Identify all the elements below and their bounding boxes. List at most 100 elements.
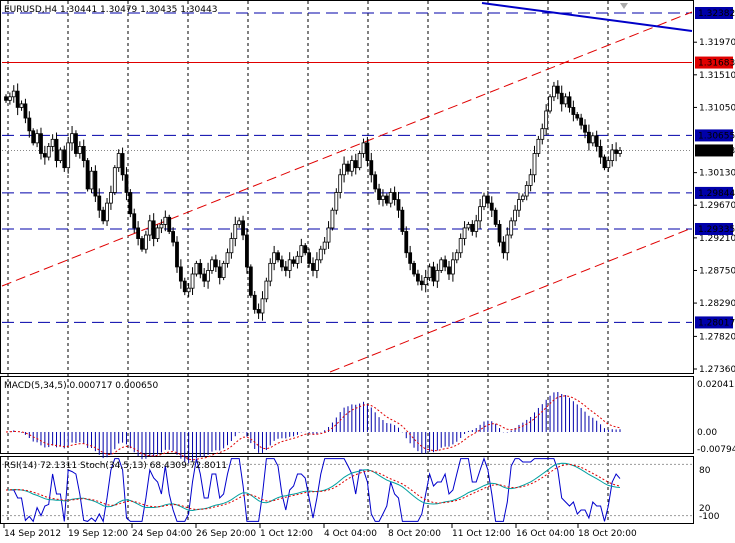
candle-body (439, 259, 444, 271)
candle-body (517, 199, 521, 211)
macd-panel[interactable] (0, 376, 694, 454)
candle-body (373, 174, 378, 190)
channel-lower-line (329, 227, 693, 373)
candle-body (513, 209, 517, 222)
macd-tick-label: 0.020413 (697, 380, 735, 390)
osc-tick-label: 80 (699, 466, 711, 476)
candle-body (431, 266, 436, 282)
candle-body (35, 133, 39, 144)
osc-tick-label: -100 (699, 512, 720, 522)
candle-body (614, 149, 619, 154)
candle-body (46, 146, 51, 158)
candle-body (66, 142, 71, 169)
candle-body (450, 259, 455, 275)
candle-body (237, 220, 242, 225)
candle-body (357, 153, 362, 169)
candle-body (175, 241, 179, 268)
candle-body (470, 223, 475, 232)
candle-body (361, 142, 366, 154)
price-tick-label: 1.27820 (699, 332, 735, 342)
candle-body (54, 138, 59, 161)
level-price-label: 1.29335 (698, 225, 735, 235)
candle-body (221, 262, 226, 278)
candle-body (276, 252, 280, 261)
candle-body (101, 209, 106, 222)
candle-body (485, 195, 490, 204)
macd-header: MACD(5,34,5) 0.000717 0.000650 (4, 381, 159, 391)
candle-body (509, 220, 514, 236)
candle-body (349, 160, 354, 172)
candle-body (39, 133, 43, 154)
candle-body (42, 153, 47, 158)
candle-body (377, 188, 381, 200)
candle-body (454, 252, 459, 261)
candle-body (4, 96, 8, 101)
candle-body (482, 195, 486, 208)
candle-body (381, 195, 385, 200)
candle-body (15, 90, 20, 108)
candle-body (544, 110, 549, 130)
candle-body (27, 117, 32, 132)
candle-body (268, 262, 273, 282)
rsi-line (6, 457, 621, 523)
candle-body (194, 262, 199, 275)
candle-body (74, 133, 78, 154)
main-panel[interactable] (0, 0, 694, 374)
candle-body (233, 223, 238, 239)
candle-body (416, 273, 420, 282)
current-price-label: 1.30443 (698, 146, 735, 156)
stoch-signal-line (5, 463, 621, 510)
candle-body (447, 266, 451, 275)
candle-body (462, 227, 467, 239)
level-price-badge (695, 186, 733, 199)
blue-trend-line (481, 2, 693, 32)
time-tick-label: 4 Oct 04:00 (324, 529, 377, 539)
candle-body (186, 287, 191, 293)
candle-body (225, 252, 230, 264)
candle-body (299, 245, 304, 257)
main-header: EURUSD,H4 1.30441 1.30479 1.30435 1.3044… (4, 5, 217, 15)
candle-body (423, 277, 428, 286)
horizontal-levels[interactable] (2, 12, 692, 323)
time-tick-label: 1 Oct 12:00 (260, 529, 313, 539)
level-price-label: 1.32382 (698, 9, 735, 19)
trend-channel[interactable] (1, 2, 693, 373)
candle-body (178, 266, 183, 282)
candle-body (280, 259, 284, 268)
candle-body (326, 227, 331, 243)
candle-body (151, 220, 156, 239)
time-tick-label: 11 Oct 12:00 (452, 529, 511, 539)
candle-body (610, 149, 615, 161)
candle-body (245, 234, 249, 268)
candle-body (552, 85, 556, 98)
candle-body (520, 195, 525, 200)
candle-body (112, 167, 117, 193)
candle-body (536, 138, 541, 154)
candle-body (618, 150, 622, 154)
candle-body (93, 170, 98, 197)
candle-body (252, 294, 257, 310)
candle-body (579, 117, 584, 126)
candle-body (159, 223, 164, 229)
price-tick-label: 1.31970 (699, 38, 735, 48)
candle-body (202, 273, 207, 282)
candle-body (392, 192, 397, 200)
candle-body (528, 174, 533, 186)
candle-body (81, 146, 86, 161)
candle-body (501, 241, 506, 254)
candle-body (322, 241, 327, 250)
shift-marker-icon[interactable] (620, 3, 628, 9)
candle-body (264, 280, 269, 300)
candle-body (346, 163, 350, 172)
candle-body (31, 130, 36, 144)
price-tick-label: 1.28290 (699, 299, 735, 309)
price-tick-label: 1.31050 (699, 103, 735, 113)
candle-body (555, 85, 560, 94)
macd-histogram (5, 392, 621, 464)
candle-body (598, 146, 603, 158)
time-grid-lines (7, 1, 609, 523)
candle-body (590, 135, 595, 144)
candle-body (295, 255, 300, 264)
candle-body (155, 227, 160, 239)
